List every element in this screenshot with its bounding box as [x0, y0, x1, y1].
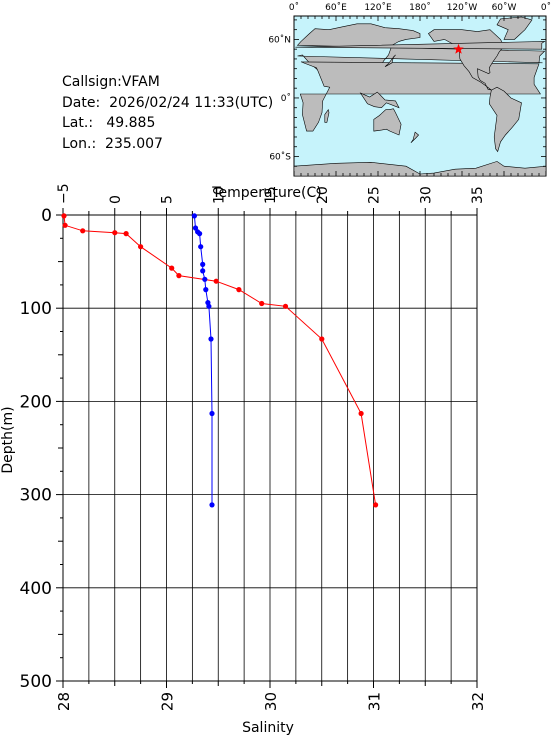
chart-ticks — [56, 208, 478, 688]
temperature-tick-label: 35 — [470, 186, 486, 204]
salinity-line — [63, 215, 377, 505]
temperature-tick-label: 25 — [367, 186, 383, 204]
salinity-tick-label: 29 — [159, 692, 177, 711]
chart-series — [61, 213, 379, 508]
chart-grid — [62, 214, 478, 682]
temperature-point — [200, 268, 206, 274]
map-longitude-label: 180˚ — [409, 2, 431, 13]
salinity-point — [373, 502, 379, 508]
temperature-point — [206, 303, 212, 309]
depth-tick-label: 100 — [20, 299, 52, 319]
date-text: Date: 2026/02/24 11:33(UTC) — [62, 94, 274, 111]
temperature-point — [192, 225, 199, 231]
map-latitude-labels: 60˚N 0˚ 60˚S — [268, 34, 291, 162]
salinity-point — [138, 244, 144, 250]
temperature-point — [198, 244, 204, 250]
temperature-tick-labels: −5 0 5 10 15 20 25 30 35 — [56, 183, 486, 204]
depth-tick-label: 200 — [20, 392, 52, 412]
salinity-point — [61, 213, 67, 219]
salinity-tick-labels: 28 29 30 31 32 — [55, 692, 487, 711]
land-shape — [496, 16, 533, 40]
latitude-text: Lat.: 49.885 — [62, 115, 156, 131]
temperature-axis-label: Temperature(C) — [211, 185, 321, 201]
land-shape — [324, 108, 330, 123]
temperature-point — [208, 336, 214, 342]
temperature-tick-label: 10 — [211, 186, 227, 204]
salinity-point — [259, 300, 265, 307]
land-shape — [373, 108, 402, 136]
depth-tick-label: 0 — [41, 206, 52, 226]
map-longitude-label: 120˚E — [364, 2, 392, 13]
temperature-tick-label: 0 — [108, 195, 124, 204]
land-shape — [359, 91, 400, 109]
temperature-tick-label: 30 — [418, 186, 434, 204]
temperature-point — [200, 261, 206, 267]
salinity-tick-label: 28 — [55, 692, 73, 711]
map-longitude-label: 0˚ — [289, 2, 299, 13]
temperature-point — [203, 287, 209, 293]
map-longitude-labels: 0˚ 60˚E 120˚E 180˚ 120˚W 60˚W 0˚ — [289, 2, 551, 13]
map-latitude-label: 60˚S — [269, 151, 291, 162]
salinity-point — [176, 273, 182, 279]
temperature-point — [191, 213, 197, 219]
salinity-point — [282, 303, 289, 309]
salinity-point — [319, 336, 325, 342]
depth-tick-labels: 0 100 200 300 400 500 — [20, 206, 52, 692]
temperature-tick-label: 5 — [160, 195, 176, 204]
land-shape — [384, 54, 396, 67]
longitude-text: Lon.: 235.007 — [62, 135, 163, 152]
map-longitude-label: 120˚W — [447, 2, 478, 13]
temperature-point — [209, 410, 215, 417]
map-ticks — [293, 16, 547, 176]
map-latitude-label: 60˚N — [268, 34, 291, 45]
salinity-point — [62, 222, 68, 228]
position-star — [453, 43, 464, 54]
land-shape — [488, 86, 522, 153]
salinity-point — [358, 410, 364, 417]
temperature-tick-label: −5 — [56, 183, 72, 204]
depth-tick-label: 400 — [20, 579, 52, 599]
land-shape — [410, 131, 420, 144]
temperature-point — [202, 276, 208, 282]
salinity-axis-label: Salinity — [242, 720, 294, 736]
temperature-line — [193, 215, 213, 505]
temperature-point — [209, 502, 215, 508]
land-shape — [295, 41, 546, 50]
salinity-point — [236, 287, 242, 293]
map-latitude-label: 0˚ — [281, 93, 291, 104]
temperature-point — [197, 231, 203, 237]
map-longitude-label: 60˚E — [325, 2, 347, 13]
depth-tick-label: 500 — [20, 672, 52, 692]
map-longitude-label: 60˚W — [492, 2, 517, 13]
depth-tick-label: 300 — [20, 486, 52, 506]
map-longitude-label: 0˚ — [541, 2, 551, 13]
salinity-tick-label: 32 — [469, 692, 487, 711]
salinity-tick-label: 31 — [366, 692, 384, 711]
temperature-tick-label: 20 — [315, 186, 331, 204]
salinity-point — [169, 265, 175, 271]
ship-position-marker — [453, 43, 464, 54]
map-land — [293, 16, 547, 177]
salinity-point — [80, 228, 86, 234]
salinity-tick-label: 30 — [262, 692, 280, 711]
station-info: Callsign:VFAM Date: 2026/02/24 11:33(UTC… — [62, 72, 273, 154]
salinity-point — [213, 278, 219, 284]
land-shape — [299, 61, 541, 132]
callsign-text: Callsign:VFAM — [62, 74, 160, 90]
salinity-point — [112, 230, 118, 236]
depth-axis-label: Depth(m) — [0, 406, 16, 473]
salinity-point — [123, 231, 129, 237]
temperature-tick-label: 15 — [263, 186, 279, 204]
